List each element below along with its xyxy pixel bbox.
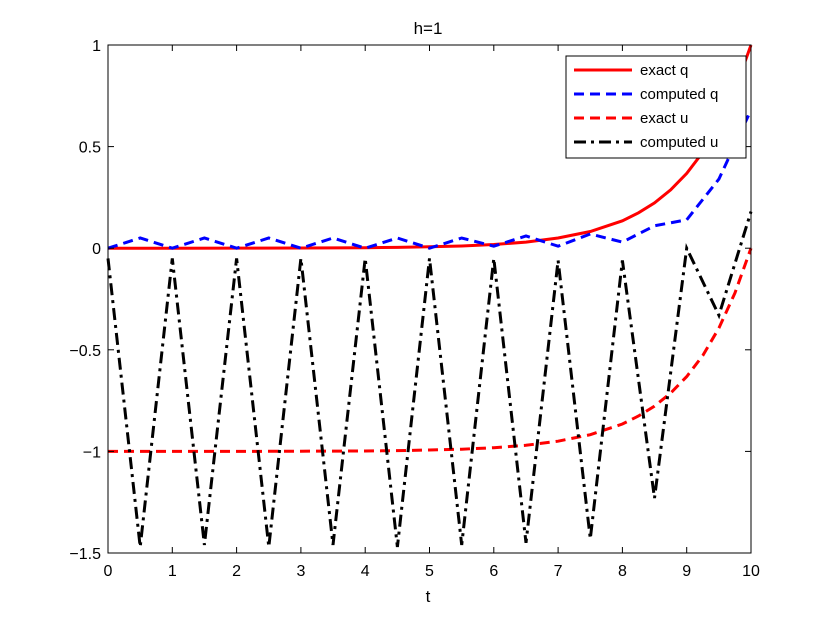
- legend: exact q computed q exact u computed u: [565, 55, 747, 159]
- x-tick-label: 1: [168, 563, 177, 580]
- series-line-exact-q: [108, 44, 753, 250]
- x-tick-label: 4: [361, 563, 370, 580]
- y-tick-label: −1.5: [69, 546, 101, 563]
- y-tick-label: −0.5: [69, 343, 101, 360]
- y-tick-label: 0.5: [79, 140, 101, 157]
- x-tick-label: 10: [742, 563, 760, 580]
- x-tick-label: 2: [232, 563, 241, 580]
- legend-label: exact u: [640, 110, 688, 127]
- x-tick-label: 9: [682, 563, 691, 580]
- y-tick-label: 0: [92, 241, 101, 258]
- series-line-computed-q: [107, 109, 753, 250]
- x-tick-label: 6: [489, 563, 498, 580]
- y-tick-label: −1: [83, 444, 101, 461]
- axis-ticks: 0 1 2 3 4 5 6 7 8 9 10 −1.5 −1 −0.5 0 0.5 1: [69, 38, 760, 580]
- chart-title: h=1: [414, 19, 443, 38]
- series-line-computed-u: [106, 211, 753, 548]
- x-tick-label: 3: [296, 563, 305, 580]
- x-tick-label: 0: [104, 563, 113, 580]
- legend-label: computed u: [640, 134, 718, 151]
- x-axis-label: t: [426, 587, 431, 606]
- x-tick-label: 5: [425, 563, 434, 580]
- legend-label: exact q: [640, 62, 688, 79]
- legend-box: [565, 55, 747, 159]
- legend-label: computed q: [640, 86, 718, 103]
- plot-area: [106, 44, 753, 548]
- x-tick-label: 7: [554, 563, 563, 580]
- x-tick-label: 8: [618, 563, 627, 580]
- series-line-exact-u: [108, 247, 753, 453]
- y-tick-label: 1: [92, 38, 101, 55]
